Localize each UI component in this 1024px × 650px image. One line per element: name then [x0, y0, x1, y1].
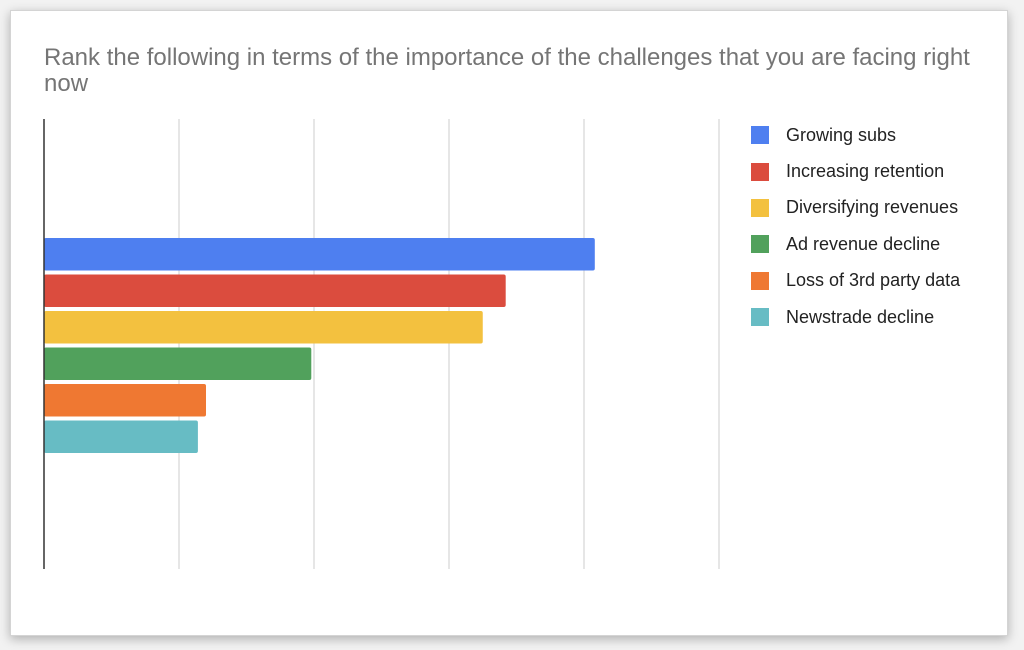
legend-item[interactable]: Increasing retention	[751, 153, 960, 189]
legend-item[interactable]: Diversifying revenues	[751, 190, 960, 226]
legend-item[interactable]: Loss of 3rd party data	[751, 263, 960, 299]
legend-swatch	[751, 198, 769, 217]
chart-title: Rank the following in terms of the impor…	[44, 44, 970, 97]
legend-label: Ad revenue decline	[786, 233, 941, 254]
bars	[44, 238, 595, 453]
bar[interactable]	[44, 384, 206, 417]
gridlines	[178, 119, 720, 569]
legend-item[interactable]: Ad revenue decline	[751, 226, 960, 262]
legend-swatch	[751, 308, 769, 327]
legend: Growing subs Increasing retention Diversif…	[751, 117, 960, 335]
legend-label: Newstrade decline	[786, 306, 935, 327]
legend-label: Loss of 3rd party data	[786, 270, 961, 291]
legend-swatch	[751, 271, 769, 290]
legend-item[interactable]: Newstrade decline	[751, 299, 960, 335]
bar[interactable]	[44, 238, 595, 271]
chart-card: Rank the following in terms of the impor…	[10, 10, 1008, 636]
legend-swatch	[751, 126, 769, 145]
legend-label: Increasing retention	[786, 161, 945, 182]
legend-swatch	[751, 162, 769, 181]
bar[interactable]	[44, 311, 483, 344]
legend-label: Growing subs	[786, 124, 897, 145]
legend-swatch	[751, 235, 769, 254]
bar[interactable]	[44, 420, 198, 454]
legend-label: Diversifying revenues	[786, 197, 959, 218]
legend-item[interactable]: Growing subs	[751, 117, 960, 153]
plot-area	[43, 119, 720, 569]
bar[interactable]	[44, 347, 312, 381]
bar[interactable]	[44, 274, 506, 308]
